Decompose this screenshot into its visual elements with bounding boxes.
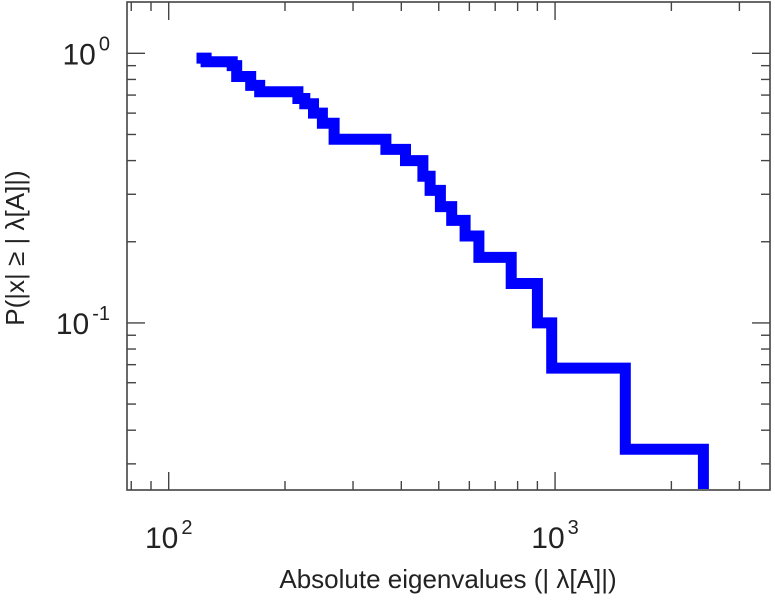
x-tick-label: 10 2 [145, 517, 193, 555]
x-axis-label: Absolute eigenvalues (| λ[A]|) [279, 564, 616, 594]
axis-ticks [127, 2, 770, 490]
x-tick-labels: 10 2 10 3 [145, 517, 579, 555]
y-tick-label: 10 -1 [56, 303, 110, 341]
series-line-0 [196, 52, 709, 489]
data-series [196, 52, 709, 489]
plot-frame [126, 1, 771, 491]
y-axis-label: P(|x| ≥ | λ[A]|) [0, 170, 30, 325]
y-tick-label: 10 0 [63, 33, 111, 71]
x-tick-label: 10 3 [531, 517, 579, 555]
